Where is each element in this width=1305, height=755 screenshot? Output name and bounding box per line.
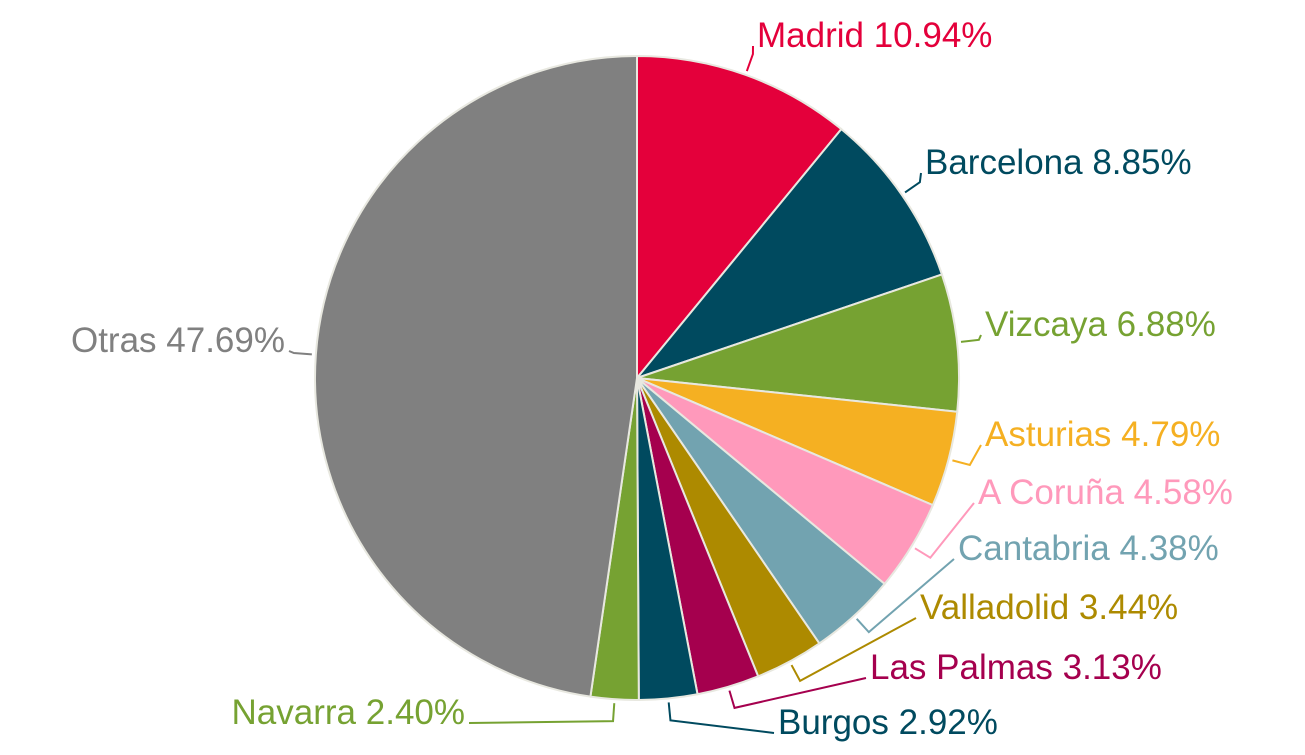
label-category: Vizcaya	[985, 305, 1107, 344]
label-value: 6.88%	[1117, 305, 1216, 344]
label-value: 4.38%	[1120, 529, 1219, 568]
leader-line	[790, 617, 917, 683]
label-category: Cantabria	[958, 529, 1110, 568]
label-value: 4.79%	[1121, 415, 1220, 454]
pie-slice	[636, 54, 843, 381]
leader-line	[728, 677, 867, 710]
leader-line	[855, 558, 955, 634]
label-value: 3.44%	[1079, 588, 1178, 627]
leader-line	[904, 172, 922, 194]
data-label: Burgos 2.92%	[778, 703, 998, 742]
label-category: Otras	[71, 321, 157, 360]
label-value: 2.92%	[899, 703, 998, 742]
label-category: Barcelona	[925, 143, 1083, 182]
data-label: Cantabria 4.38%	[958, 529, 1219, 568]
label-category: Asturias	[985, 415, 1111, 454]
label-value: 2.40%	[366, 693, 465, 732]
pie-slice	[634, 127, 944, 381]
pie-slice	[314, 54, 638, 698]
label-value: 8.85%	[1092, 143, 1191, 182]
data-label: Navarra 2.40%	[232, 693, 465, 732]
label-category: Valladolid	[920, 588, 1069, 627]
leader-line	[468, 703, 616, 724]
label-value: 4.58%	[1134, 473, 1233, 512]
data-label: Vizcaya 6.88%	[985, 305, 1216, 344]
data-label: Madrid 10.94%	[757, 16, 992, 55]
leader-line	[288, 350, 312, 356]
label-category: Las Palmas	[870, 648, 1053, 687]
leader-line	[960, 334, 982, 343]
data-label: Barcelona 8.85%	[925, 143, 1192, 182]
label-value: 47.69%	[166, 321, 285, 360]
label-category: Navarra	[232, 693, 357, 732]
data-label: Las Palmas 3.13%	[870, 648, 1162, 687]
leader-line	[914, 502, 975, 560]
data-label: Otras 47.69%	[71, 321, 285, 360]
leader-line	[667, 702, 775, 734]
label-category: Madrid	[757, 16, 864, 55]
leader-line	[745, 45, 754, 72]
label-category: Burgos	[778, 703, 889, 742]
leader-line	[952, 444, 982, 467]
label-value: 10.94%	[874, 16, 993, 55]
data-label: Valladolid 3.44%	[920, 588, 1178, 627]
pie-slice	[636, 273, 960, 413]
label-category: A Coruña	[978, 473, 1124, 512]
data-label: Asturias 4.79%	[985, 415, 1220, 454]
label-value: 3.13%	[1063, 648, 1162, 687]
data-label: A Coruña 4.58%	[978, 473, 1233, 512]
